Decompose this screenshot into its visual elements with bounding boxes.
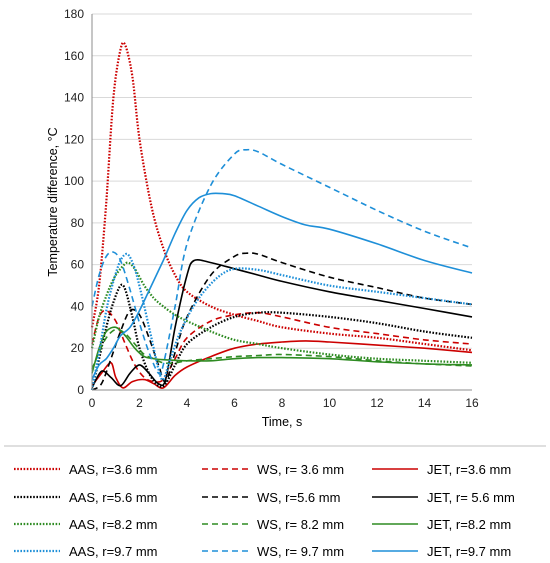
legend-label: JET, r=8.2 mm — [427, 517, 511, 532]
x-tick-label: 0 — [89, 396, 96, 410]
x-tick-label: 14 — [418, 396, 432, 410]
legend-label: AAS, r=5.6 mm — [69, 490, 158, 505]
y-tick-label: 140 — [64, 91, 84, 105]
series-line — [91, 326, 473, 374]
legend-label: AAS, r=8.2 mm — [69, 517, 158, 532]
x-tick-labels: 0 2 4 6 8 10 12 14 16 — [89, 396, 479, 410]
series-line — [91, 258, 473, 389]
y-tick-label: 80 — [71, 216, 85, 230]
legend-label: WS, r=5.6 mm — [257, 490, 340, 505]
y-tick-label: 160 — [64, 49, 84, 63]
x-axis-title: Time, s — [262, 415, 303, 429]
x-tick-label: 16 — [465, 396, 479, 410]
series-line — [91, 148, 473, 376]
series-line — [91, 340, 473, 389]
x-tick-label: 8 — [279, 396, 286, 410]
series-line — [91, 328, 473, 370]
legend: AAS, r=3.6 mm WS, r= 3.6 mm JET, r=3.6 mm A… — [14, 462, 515, 559]
y-tick-labels: 0 20 40 60 80 100 120 140 160 180 — [64, 7, 84, 397]
y-axis-title: Temperature difference, °C — [46, 127, 60, 276]
series-line — [90, 283, 473, 391]
y-tick-label: 0 — [77, 383, 84, 397]
x-tick-label: 2 — [136, 396, 143, 410]
legend-label: WS, r= 3.6 mm — [257, 462, 344, 477]
y-tick-label: 100 — [64, 174, 84, 188]
x-tick-label: 6 — [231, 396, 238, 410]
series-line — [91, 252, 473, 391]
legend-label: JET, r=3.6 mm — [427, 462, 511, 477]
series-lines — [90, 41, 473, 391]
legend-label: AAS, r=9.7 mm — [69, 544, 158, 559]
x-tick-label: 12 — [370, 396, 384, 410]
legend-label: JET, r=9.7 mm — [427, 544, 511, 559]
series-line — [90, 252, 473, 391]
legend-label: WS, r= 9.7 mm — [257, 544, 344, 559]
series-line — [91, 192, 473, 380]
axes — [91, 14, 472, 391]
legend-label: JET, r= 5.6 mm — [427, 490, 515, 505]
y-tick-label: 120 — [64, 132, 84, 146]
y-tick-label: 40 — [71, 299, 85, 313]
legend-label: WS, r= 8.2 mm — [257, 517, 344, 532]
y-tick-label: 20 — [71, 341, 85, 355]
x-tick-label: 4 — [184, 396, 191, 410]
x-tick-label: 10 — [323, 396, 337, 410]
series-line — [91, 309, 473, 383]
y-tick-label: 60 — [71, 258, 85, 272]
legend-label: AAS, r=3.6 mm — [69, 462, 158, 477]
y-tick-label: 180 — [64, 7, 84, 21]
